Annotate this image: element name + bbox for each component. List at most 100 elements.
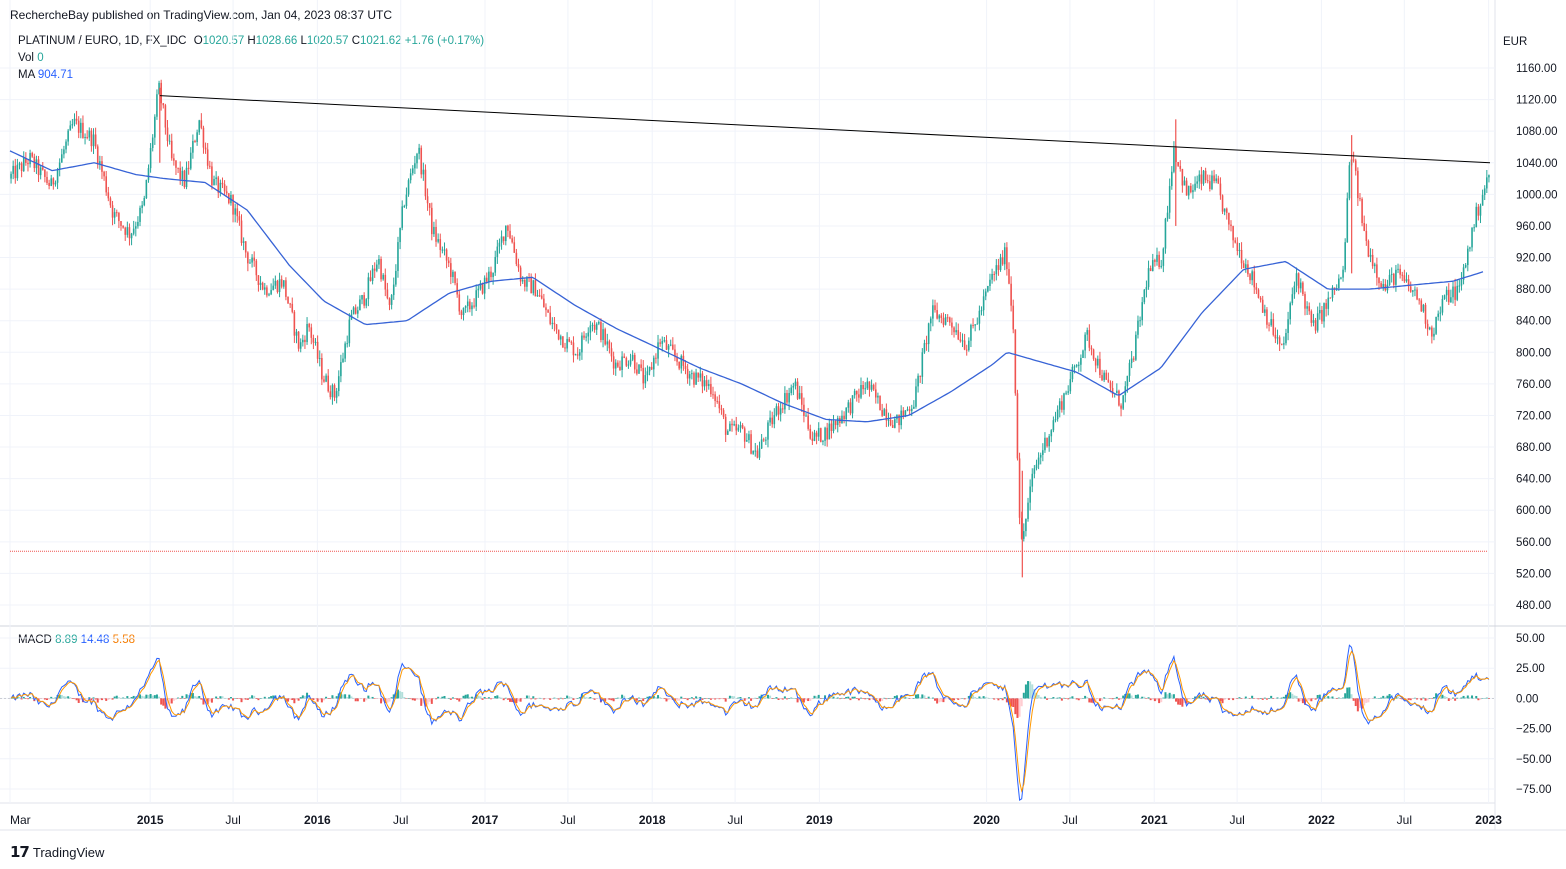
macd-hist-bar — [303, 695, 306, 699]
macd-hist-bar — [773, 698, 776, 699]
macd-hist-bar — [1257, 698, 1260, 700]
candle — [1316, 306, 1319, 333]
candle — [234, 203, 236, 223]
candle — [426, 188, 429, 211]
candle-body — [1488, 175, 1490, 178]
ma-legend[interactable]: MA 904.71 — [18, 69, 73, 81]
macd-hist-bar — [174, 698, 177, 700]
x-tick-label: 2019 — [806, 813, 833, 827]
candle — [921, 348, 924, 385]
macd-hist-bar — [838, 698, 841, 700]
candle — [1206, 174, 1209, 184]
candle — [1266, 307, 1268, 329]
candle-body — [858, 394, 860, 398]
candle — [883, 407, 886, 416]
macd-hist-bar — [1037, 694, 1040, 699]
candle — [1407, 274, 1410, 292]
candle-body — [623, 356, 625, 358]
resistance-trendline[interactable] — [159, 95, 1491, 164]
macd-hist-bar — [130, 697, 133, 699]
macd-legend[interactable]: MACD 8.89 14.48 5.58 — [18, 634, 135, 646]
macd-hist-bar — [1354, 698, 1357, 707]
candle — [1063, 392, 1065, 415]
candle — [705, 375, 708, 392]
macd-hist-bar — [54, 697, 57, 699]
candle-body — [257, 275, 260, 285]
candle-body — [585, 336, 587, 338]
macd-hist-bar — [428, 698, 431, 702]
macd-hist-bar — [392, 694, 395, 699]
candle — [424, 164, 427, 200]
candle-body — [720, 408, 723, 411]
macd-hist-bar — [616, 697, 619, 699]
candle-body — [517, 264, 520, 268]
candle — [299, 338, 302, 353]
macd-hist-bar — [1284, 694, 1287, 699]
candle — [1409, 281, 1412, 293]
candle-body — [82, 122, 84, 139]
candle — [1135, 331, 1137, 362]
macd-hist-bar — [22, 696, 25, 699]
candle-body — [864, 388, 867, 390]
candle-body — [1217, 178, 1220, 184]
candles[interactable] — [10, 79, 1490, 578]
candle-body — [1242, 263, 1245, 268]
macd-hist-bar — [1132, 698, 1135, 699]
candle — [868, 381, 871, 397]
macd-hist-bar — [405, 698, 408, 699]
candle — [741, 423, 744, 430]
candle-body — [1405, 279, 1408, 282]
macd-hist-bar — [1052, 697, 1055, 699]
macd-hist-bar — [786, 698, 788, 700]
macd-hist-bar — [168, 698, 171, 704]
candle-body — [1477, 206, 1480, 216]
vol-value: 0 — [37, 52, 44, 64]
candle-body — [707, 384, 710, 387]
candle — [553, 316, 556, 332]
candle — [384, 268, 387, 297]
macd-hist-bar — [1380, 697, 1383, 699]
macd-hist-bar — [1261, 698, 1264, 700]
y-tick-label: 1080.00 — [1516, 126, 1558, 138]
macd-hist-bar — [348, 694, 351, 699]
candle — [18, 161, 21, 170]
candle — [128, 223, 131, 246]
macd-hist-bar — [868, 698, 871, 701]
candle-body — [629, 359, 632, 365]
symbol-label[interactable]: PLATINUM / EURO, 1D, FX_IDC — [18, 35, 187, 47]
candle — [784, 386, 786, 414]
candle — [92, 128, 95, 155]
candle — [185, 161, 188, 190]
candle — [240, 214, 243, 246]
candle-body — [697, 372, 699, 378]
macd-hist-bar — [1225, 698, 1228, 699]
candle-body — [1416, 289, 1418, 300]
candle-body — [1033, 468, 1036, 474]
candle-body — [1310, 311, 1313, 323]
x-tick-label: 2022 — [1308, 813, 1335, 827]
macd-hist-bar — [724, 698, 727, 702]
macd-hist-bar — [1126, 693, 1129, 699]
candle-body — [995, 265, 998, 275]
candle — [845, 407, 847, 427]
candle — [1225, 207, 1228, 220]
candle-body — [982, 296, 985, 311]
volume-legend[interactable]: Vol 0 — [18, 52, 44, 64]
y-tick-label: 920.00 — [1516, 253, 1551, 265]
macd-pane[interactable] — [0, 644, 1495, 801]
macd-hist-bar — [1153, 698, 1156, 702]
candle — [731, 418, 733, 432]
candle — [813, 429, 816, 442]
candle — [1287, 311, 1289, 341]
macd-hist-bar — [1270, 695, 1273, 699]
macd-hist-bar — [585, 697, 588, 699]
macd-hist-bar — [1310, 698, 1313, 702]
moving-average-line[interactable] — [9, 150, 1484, 423]
macd-hist-bar — [1337, 697, 1340, 699]
macd-hist-bar — [139, 694, 142, 699]
macd-hist-bar — [1295, 695, 1298, 699]
macd-hist-bar — [160, 698, 163, 705]
macd-hist-bar — [1304, 698, 1306, 705]
candle — [627, 360, 630, 369]
